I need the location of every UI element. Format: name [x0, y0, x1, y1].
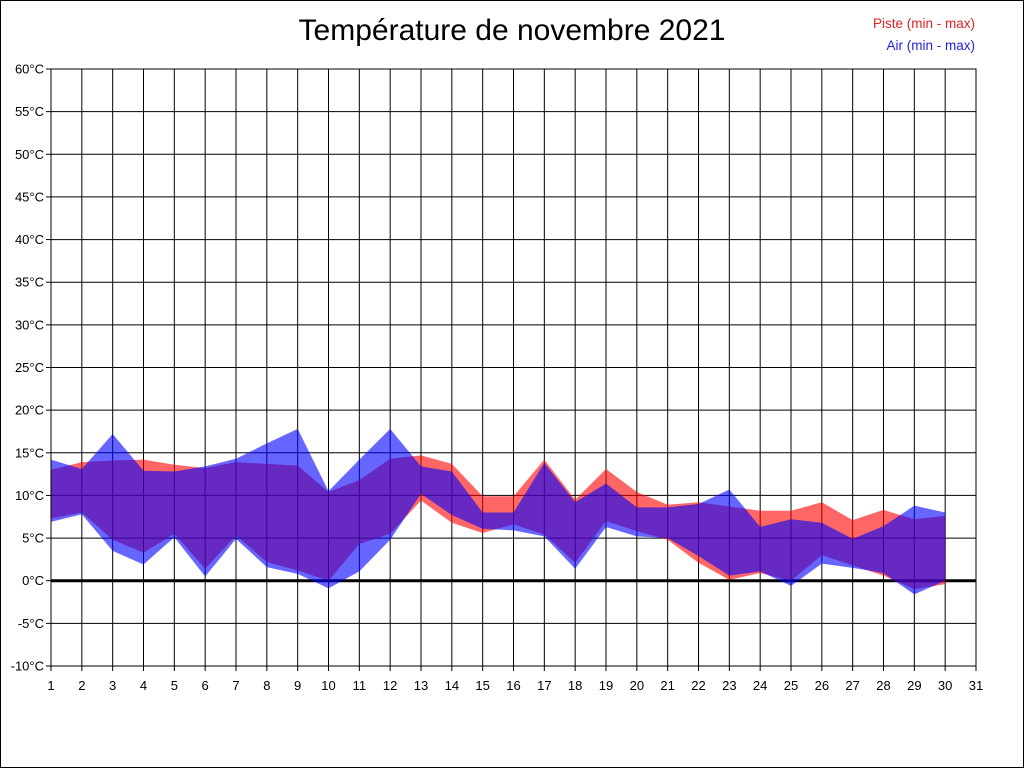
- plot-frame: [50, 68, 977, 667]
- x-axis-label: 11: [353, 678, 367, 693]
- x-axis-label: 7: [232, 678, 239, 693]
- x-axis-label: 10: [321, 678, 335, 693]
- x-axis-label: 26: [815, 678, 829, 693]
- x-axis-label: 27: [845, 678, 859, 693]
- y-axis-label: 35°C: [15, 275, 44, 290]
- x-axis-label: 29: [907, 678, 921, 693]
- y-axis-label: 45°C: [15, 189, 44, 204]
- y-axis-label: 55°C: [15, 104, 44, 119]
- y-axis-label: 10°C: [15, 488, 44, 503]
- legend: Piste (min - max) Air (min - max): [873, 13, 975, 57]
- legend-item-air: Air (min - max): [886, 38, 976, 53]
- x-axis-label: 18: [568, 678, 582, 693]
- x-axis-label: 31: [969, 678, 983, 693]
- x-axis-label: 25: [784, 678, 798, 693]
- x-axis-label: 2: [78, 678, 85, 693]
- legend-item-piste: Piste (min - max): [872, 16, 975, 31]
- y-axis-label: 25°C: [15, 360, 44, 375]
- x-axis-label: 21: [660, 678, 674, 693]
- x-axis-label: 3: [109, 678, 116, 693]
- y-axis-label: 0°C: [22, 573, 44, 588]
- y-axis-label: 60°C: [15, 62, 44, 77]
- x-axis-label: 6: [202, 678, 209, 693]
- y-axis-label: 40°C: [15, 232, 44, 247]
- y-axis-label: 50°C: [15, 147, 44, 162]
- x-axis-label: 4: [140, 678, 147, 693]
- chart-title: Température de novembre 2021: [298, 14, 726, 47]
- air-minmax-band: [51, 428, 946, 595]
- x-axis-label: 20: [630, 678, 644, 693]
- x-axis-label: 19: [599, 678, 613, 693]
- y-axis-label: -10°C: [11, 659, 44, 674]
- x-axis-label: 15: [475, 678, 489, 693]
- x-axis-label: 24: [753, 678, 767, 693]
- x-axis-label: 17: [537, 678, 551, 693]
- x-axis-label: 28: [876, 678, 890, 693]
- y-axis-label: 5°C: [22, 531, 44, 546]
- x-axis-label: 12: [383, 678, 397, 693]
- x-axis-label: 5: [171, 678, 178, 693]
- y-axis-label: 30°C: [15, 317, 44, 332]
- x-axis-label: 14: [445, 678, 459, 693]
- x-axis-label: 9: [294, 678, 301, 693]
- x-axis-label: 13: [414, 678, 428, 693]
- y-axis-label: -5°C: [18, 616, 44, 631]
- x-axis-label: 8: [263, 678, 270, 693]
- x-axis-label: 16: [506, 678, 520, 693]
- y-axis-label: 15°C: [15, 445, 44, 460]
- x-axis-label: 23: [722, 678, 736, 693]
- x-axis-label: 22: [691, 678, 705, 693]
- y-axis-label: 20°C: [15, 403, 44, 418]
- x-axis-label: 30: [938, 678, 952, 693]
- x-axis-label: 1: [47, 678, 54, 693]
